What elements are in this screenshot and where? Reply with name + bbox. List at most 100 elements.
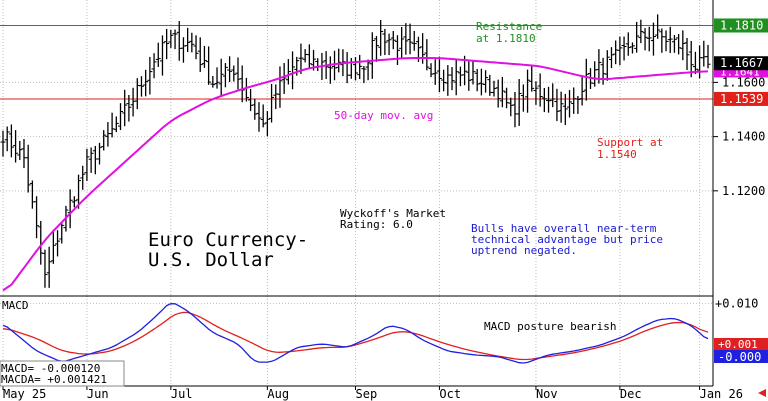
price-bar [701,40,707,67]
price-bar [575,96,581,114]
price-bar [67,189,73,229]
price-bar [378,20,384,56]
price-bar [197,37,203,72]
price-bar [214,67,220,89]
price-bar [4,126,10,152]
price-bar [290,51,296,90]
price-bar [495,79,501,108]
price-bar [113,116,119,133]
macd-line [2,303,709,364]
price-bar [231,65,237,82]
y-tick-label: 1.1200 [722,184,765,198]
price-bar [583,58,589,101]
price-bar [608,47,614,69]
market-rating: Wyckoff's Market [340,207,446,220]
price-bar [399,27,405,58]
price-bar [25,144,31,193]
price-bar [533,81,539,105]
chart-subtitle: U.S. Dollar [148,249,274,271]
price-bar [248,88,254,112]
price-bar [168,29,174,48]
support-annotation: 1.1540 [597,148,637,161]
price-bar [663,30,669,52]
moving-average-label: 50-day mov. avg [334,109,433,122]
price-bar [617,36,623,66]
price-bar [474,68,480,92]
last-price-box [714,56,768,71]
arrow-icon [758,389,766,397]
resistance-value-box [714,18,768,33]
price-bar [445,65,451,96]
price-bar [373,35,379,62]
y-tick-label: 1.1400 [722,130,765,144]
price-bar [390,31,396,50]
price-bar [441,69,447,92]
price-bar [697,45,703,79]
price-bar [97,142,103,165]
price-bar [109,112,115,138]
price-bar [306,44,312,69]
price-bar [252,98,258,120]
macd-y-tick-label: +0.010 [715,296,758,310]
price-bar [621,36,627,61]
price-bar [336,48,342,73]
price-bar [483,70,489,93]
price-bar [642,28,648,51]
price-bar [525,69,531,113]
price-bar [218,58,224,96]
macd-value-box [714,350,768,363]
price-bar [126,94,132,122]
price-bar [424,39,430,71]
price-bar [315,58,321,72]
price-bar [13,130,19,163]
price-bar [235,57,241,90]
price-bar [59,222,65,244]
technical-note: technical advantage but price [471,233,663,246]
resistance-annotation: at 1.1810 [476,32,536,45]
price-bar [21,139,27,169]
x-tick-label: Nov [536,387,558,401]
chart-labels: May 25 Jun Jul Aug Sep Oct Nov Dec Jan 26 1.1600 1… [0,18,768,401]
price-bar [516,79,522,126]
price-bar [680,30,686,61]
price-bar [151,53,157,79]
price-bar [361,65,367,84]
price-bar [705,44,711,69]
price-bar [357,54,363,80]
price-bar [176,21,182,61]
price-bars [0,14,711,288]
price-bar [491,80,497,97]
price-bar [76,174,82,209]
price-bar [512,92,518,128]
price-bar [382,28,388,56]
price-bar [529,65,535,92]
price-bar [71,196,77,208]
price-bar [189,32,195,53]
price-bar [432,59,438,85]
resistance-annotation: Resistance [476,20,542,33]
x-tick-label: Dec [620,387,642,401]
price-bar [172,29,178,50]
price-bar [239,65,245,103]
macd-label: MACD [2,299,29,312]
moving-average-line [2,57,709,292]
price-bar [478,68,484,96]
price-bar [227,56,233,83]
support-value-box [714,91,768,106]
last-price-label: 1.1667 [720,56,763,70]
price-bar [327,56,333,84]
price-bar [46,246,52,288]
price-bar [353,57,358,81]
price-bar [541,87,547,113]
price-bar [684,37,690,71]
price-bar [567,90,573,118]
price-bar [562,93,568,125]
price-bar [302,49,308,63]
price-bar [676,34,682,55]
macd-legend-entry: MACD= -0.000120 [1,362,100,375]
price-bar [571,87,577,114]
price-bar [407,23,413,55]
support-resistance-lines [0,24,713,100]
price-bar [420,33,426,64]
price-bar [34,196,40,239]
